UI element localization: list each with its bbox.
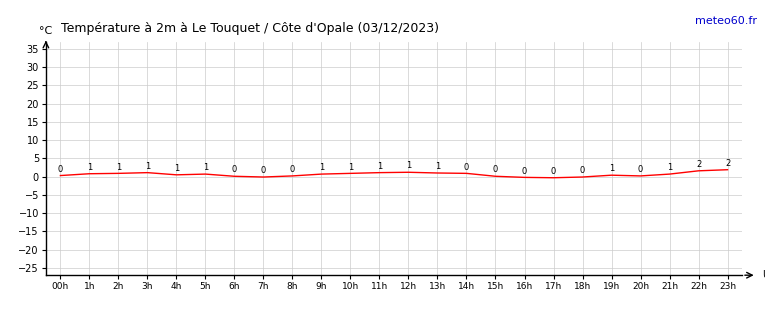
- Text: 0: 0: [493, 165, 498, 174]
- Text: 1: 1: [609, 164, 614, 173]
- Text: 1: 1: [435, 162, 440, 171]
- Text: Température à 2m à Le Touquet / Côte d'Opale (03/12/2023): Température à 2m à Le Touquet / Côte d'O…: [61, 22, 439, 36]
- Text: °C: °C: [39, 26, 53, 36]
- Text: 2: 2: [696, 160, 702, 169]
- Text: 1: 1: [116, 163, 121, 172]
- Text: 1: 1: [377, 162, 382, 171]
- Text: 0: 0: [580, 166, 585, 175]
- Text: meteo60.fr: meteo60.fr: [695, 16, 757, 26]
- Text: 0: 0: [551, 167, 556, 176]
- Text: 1: 1: [406, 162, 411, 171]
- Text: 1: 1: [174, 164, 179, 173]
- Text: 1: 1: [348, 163, 353, 172]
- Text: 1: 1: [667, 163, 672, 172]
- Text: 0: 0: [261, 166, 266, 175]
- Text: 1: 1: [86, 163, 92, 172]
- Text: 0: 0: [232, 165, 237, 174]
- Text: UTC: UTC: [763, 270, 765, 280]
- Text: 0: 0: [522, 166, 527, 176]
- Text: 2: 2: [725, 159, 730, 168]
- Text: 0: 0: [58, 165, 63, 174]
- Text: 0: 0: [638, 165, 643, 174]
- Text: 1: 1: [203, 163, 208, 172]
- Text: 0: 0: [464, 163, 469, 172]
- Text: 1: 1: [145, 162, 150, 171]
- Text: 0: 0: [290, 165, 295, 174]
- Text: 1: 1: [319, 163, 324, 172]
